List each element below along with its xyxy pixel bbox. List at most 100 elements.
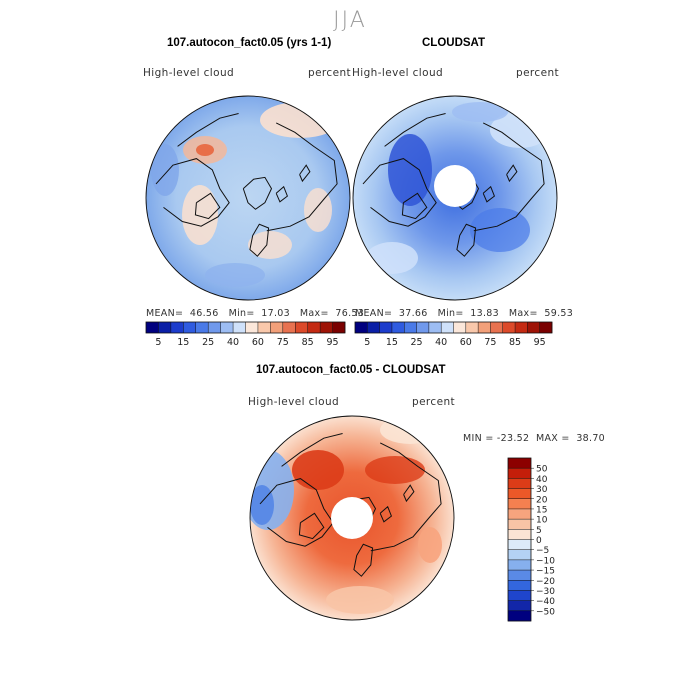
obs-colorbar-cell	[453, 322, 467, 333]
coastline	[353, 543, 374, 577]
model-colorbar-cell	[307, 322, 321, 333]
obs-colorbar-cell	[355, 322, 368, 333]
model-map-patterns	[151, 102, 340, 287]
obs-colorbar-cell	[527, 322, 540, 333]
diff-colorbar-tick-label: −10	[536, 556, 555, 566]
obs-panel-title: CLOUDSAT	[422, 37, 486, 49]
coastline	[249, 223, 270, 257]
obs-colorbar-cell	[539, 322, 553, 333]
diff-colorbar-cell	[508, 458, 531, 469]
diff-colorbar-cell	[508, 570, 531, 581]
obs-colorbar-tick-label: 5	[364, 337, 370, 348]
coastline	[456, 223, 477, 257]
model-colorbar-cell	[158, 322, 172, 333]
coastline	[506, 164, 518, 183]
obs-colorbar-cell	[404, 322, 417, 333]
obs-colorbar-tick-label: 95	[534, 337, 546, 348]
model-colorbar-tick-label: 75	[277, 337, 289, 348]
diff-max-label: MAX =	[536, 433, 570, 444]
diff-panel-title: 107.autocon_fact0.05 - CLOUDSAT	[256, 364, 446, 376]
coastline	[362, 158, 437, 227]
coastline	[379, 505, 393, 523]
obs-mean-value: 37.66	[398, 308, 428, 319]
coastline	[242, 176, 273, 210]
diff-colorbar-cell	[508, 549, 531, 561]
obs-mean-label: MEAN=	[355, 308, 393, 319]
model-colorbar-tick-label: 40	[227, 337, 239, 348]
model-colorbar-cell	[195, 322, 209, 333]
model-colorbar-tick-label: 85	[302, 337, 314, 348]
model-mean-value: 46.56	[189, 308, 219, 319]
diff-min-label: MIN =	[463, 433, 494, 444]
obs-field-label: High-level cloud	[352, 67, 444, 79]
obs-pole-hole	[434, 165, 476, 207]
diff-colorbar-tick-label: 50	[536, 465, 548, 475]
model-colorbar-cell	[270, 322, 284, 333]
model-colorbar-tick-label: 15	[177, 337, 189, 348]
diff-colorbar-tick-label: 5	[536, 526, 542, 536]
obs-coastlines	[362, 113, 545, 257]
diff-colorbar-tick-label: 15	[536, 505, 547, 515]
diff-map	[249, 415, 455, 621]
diff-colorbar-cell	[508, 498, 531, 510]
obs-min-label: Min=	[437, 308, 464, 319]
obs-colorbar-cell	[490, 322, 504, 333]
obs-colorbar-cell	[367, 322, 380, 333]
coastline	[473, 122, 545, 232]
coastline	[194, 192, 221, 220]
model-colorbar-cell	[170, 322, 184, 333]
diff-colorbar-cell	[508, 610, 531, 622]
model-colorbar-cell	[320, 322, 333, 333]
obs-colorbar-cell	[391, 322, 405, 333]
obs-colorbar-cell	[465, 322, 479, 333]
diff-max-value: 38.70	[576, 433, 606, 444]
obs-colorbar-tick-label: 60	[460, 337, 472, 348]
model-min-value: 17.03	[261, 308, 290, 319]
diff-colorbar-cell	[508, 508, 531, 520]
obs-max-label: Max=	[508, 308, 538, 319]
diff-colorbar-tick-label: 30	[536, 485, 548, 495]
model-colorbar-cell	[233, 322, 246, 333]
diff-colorbar-tick-label: −30	[536, 587, 555, 597]
coastline	[266, 122, 338, 232]
coastline	[275, 185, 289, 203]
model-units-label: percent	[308, 67, 352, 79]
obs-colorbar-tick-label: 25	[411, 337, 423, 348]
diff-colorbar-tick-label: 0	[536, 536, 542, 546]
coastline	[177, 113, 239, 147]
model-max-value: 76.53	[335, 308, 365, 319]
model-colorbar-tick-label: 25	[202, 337, 214, 348]
coastline	[155, 158, 230, 227]
diff-colorbar-tick-label: 10	[536, 516, 548, 526]
diff-colorbar-tick-label: 20	[536, 495, 548, 505]
model-panel-title: 107.autocon_fact0.05 (yrs 1-1)	[167, 37, 332, 49]
diff-colorbar-tick-label: 40	[536, 475, 548, 485]
coastline	[259, 478, 334, 547]
model-colorbar: 5 15 25 40 60 75 85 95	[145, 321, 346, 348]
coastline	[370, 442, 442, 552]
diff-pole-hole	[331, 497, 373, 539]
model-colorbar-cell	[295, 322, 308, 333]
diff-colorbar-cell	[508, 529, 531, 540]
diff-stats: MIN = -23.52 MAX = 38.70	[463, 433, 605, 444]
obs-colorbar-tick-label: 15	[386, 337, 398, 348]
obs-colorbar-cell	[515, 322, 528, 333]
obs-max-value: 59.53	[544, 308, 574, 319]
coastline	[401, 192, 428, 220]
diff-colorbar-cell	[508, 519, 531, 530]
model-field-label: High-level cloud	[143, 67, 235, 79]
diff-colorbar-cell	[508, 590, 531, 601]
diff-colorbar-tick-label: −15	[536, 567, 555, 577]
diff-colorbar-cell	[508, 488, 531, 500]
model-mean-label: MEAN=	[146, 308, 184, 319]
obs-colorbar-tick-label: 75	[484, 337, 496, 348]
obs-colorbar-tick-label: 40	[435, 337, 447, 348]
coastline	[403, 484, 415, 503]
coastline	[384, 113, 446, 147]
diff-field-label: High-level cloud	[248, 396, 340, 408]
model-colorbar-cell	[183, 322, 197, 333]
diff-units-label: percent	[412, 396, 456, 408]
obs-units-label: percent	[516, 67, 560, 79]
